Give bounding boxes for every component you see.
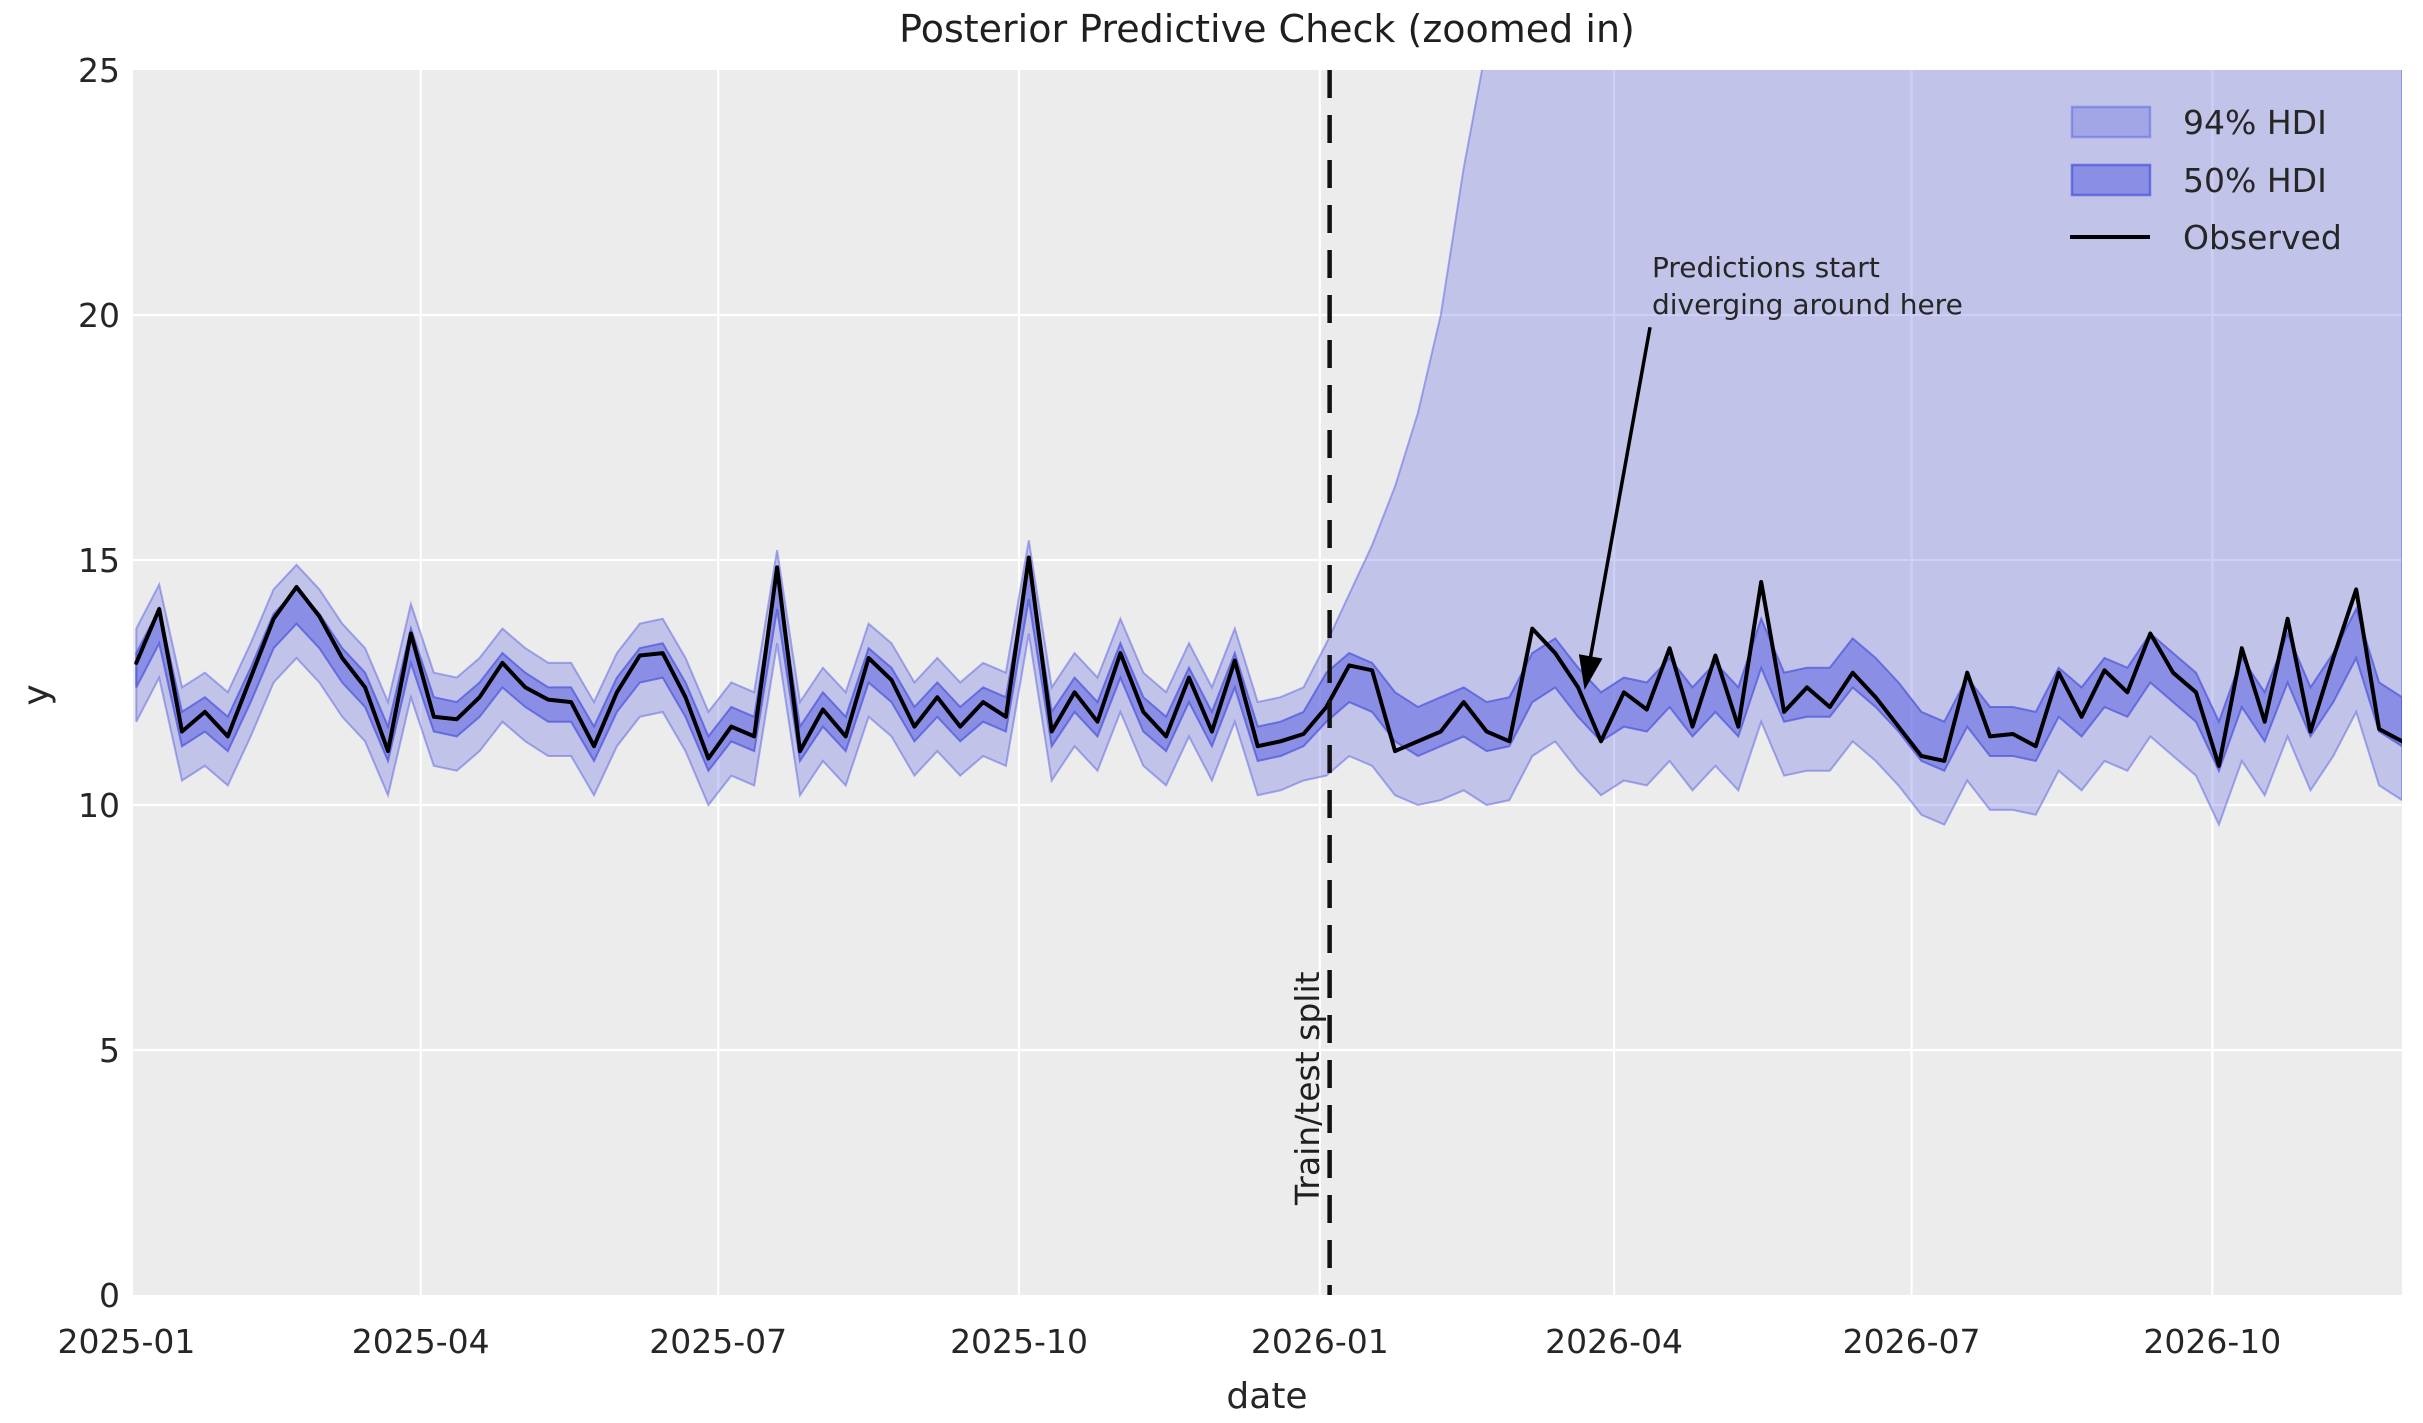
x-tick-label: 2026-10: [2143, 1322, 2281, 1361]
legend-label-94-hdi: 94% HDI: [2183, 103, 2327, 142]
legend-swatch-94-hdi: [2070, 105, 2152, 139]
y-tick-label: 0: [99, 1276, 120, 1315]
x-tick-label: 2026-07: [1843, 1322, 1981, 1361]
legend-swatch-50-hdi: [2070, 163, 2152, 197]
y-tick-label: 25: [78, 51, 120, 90]
observed-line: [134, 555, 2402, 768]
annotation: Predictions start diverging around here: [1652, 251, 1963, 321]
x-axis-label: date: [1226, 1376, 1307, 1417]
train-test-split-label: Train/test split: [1288, 971, 1327, 1206]
hdi50-band: [135, 564, 2402, 774]
y-axis-label: y: [16, 684, 57, 705]
x-tick-label: 2026-04: [1545, 1322, 1683, 1361]
chart-title: Posterior Predictive Check (zoomed in): [899, 7, 1635, 51]
y-tick-label: 10: [78, 786, 120, 825]
legend: 94% HDI 50% HDI Observed: [2070, 103, 2342, 257]
legend-label-observed: Observed: [2183, 218, 2342, 257]
hdi94-band: [135, 70, 2402, 828]
annotation-arrow: [1585, 326, 1652, 677]
y-tick-label: 20: [78, 296, 120, 335]
x-tick-label: 2025-01: [58, 1322, 196, 1361]
legend-label-50-hdi: 50% HDI: [2183, 161, 2327, 200]
x-tick-label: 2026-01: [1251, 1322, 1389, 1361]
x-tick-label: 2025-07: [649, 1322, 787, 1361]
y-tick-label: 15: [78, 541, 120, 580]
x-tick-label: 2025-10: [950, 1322, 1088, 1361]
annotation-line-1: Predictions start: [1652, 251, 1880, 284]
y-tick-label: 5: [99, 1031, 120, 1070]
annotation-line-2: diverging around here: [1652, 288, 1963, 321]
x-tick-label: 2025-04: [352, 1322, 490, 1361]
annotation-arrowhead: [1578, 654, 1603, 690]
